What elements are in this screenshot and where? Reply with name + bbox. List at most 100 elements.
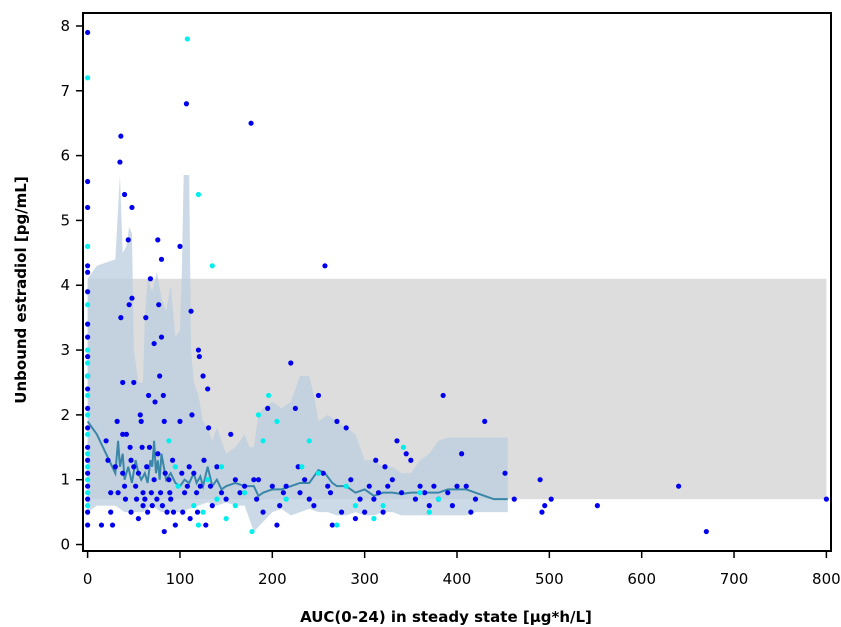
data-point-cyan <box>380 503 386 509</box>
data-point-blue <box>472 496 479 502</box>
data-point-blue <box>223 496 229 502</box>
data-point-blue <box>177 418 183 424</box>
data-point-cyan <box>85 360 91 366</box>
confidence-band <box>87 175 508 532</box>
data-point-cyan <box>85 75 91 81</box>
data-point-blue <box>205 386 211 392</box>
data-point-blue <box>145 392 152 399</box>
data-point-blue <box>121 191 128 198</box>
data-point-blue <box>158 256 165 262</box>
data-point-cyan <box>85 373 91 379</box>
data-point-blue <box>183 101 190 107</box>
data-point-blue <box>108 509 114 515</box>
data-point-blue <box>412 496 419 502</box>
data-point-cyan <box>255 412 262 418</box>
data-point-blue <box>334 418 340 424</box>
data-point-blue <box>85 496 91 502</box>
data-point-blue <box>158 334 165 340</box>
data-point-blue <box>459 451 465 457</box>
data-point-cyan <box>315 470 322 476</box>
data-point-blue <box>197 483 203 489</box>
data-point-blue <box>122 496 129 502</box>
data-point-cyan <box>417 490 423 496</box>
data-point-blue <box>169 457 176 463</box>
data-point-cyan <box>352 503 359 509</box>
data-point-blue <box>85 386 91 392</box>
data-point-blue <box>375 490 382 496</box>
data-point-blue <box>362 509 368 515</box>
data-point-blue <box>85 269 91 275</box>
data-point-blue <box>380 509 386 515</box>
data-point-blue <box>195 347 202 353</box>
data-point-blue <box>112 464 118 470</box>
data-point-cyan <box>166 438 172 444</box>
y-tick-label: 4 <box>60 276 70 294</box>
data-point-blue <box>329 522 335 528</box>
data-point-blue <box>108 490 114 496</box>
data-point-blue <box>288 360 294 366</box>
data-point-blue <box>133 483 139 489</box>
y-tick-label: 2 <box>60 406 70 424</box>
data-point-blue <box>283 483 289 489</box>
data-point-blue <box>120 379 126 386</box>
data-point-cyan <box>343 483 349 489</box>
data-point-cyan <box>223 515 229 522</box>
data-point-blue <box>306 496 312 502</box>
data-point-cyan <box>85 451 91 457</box>
data-point-cyan <box>249 528 255 535</box>
data-point-blue <box>129 204 135 211</box>
data-point-cyan <box>232 503 238 509</box>
data-point-blue <box>537 477 543 483</box>
data-point-cyan <box>85 392 91 399</box>
data-point-blue <box>539 509 545 515</box>
data-point-blue <box>445 490 451 496</box>
data-point-blue <box>125 237 131 243</box>
data-point-blue <box>214 464 220 470</box>
data-point-blue <box>502 470 508 476</box>
data-point-blue <box>357 496 363 502</box>
data-point-blue <box>157 490 164 496</box>
data-point-blue <box>482 418 488 424</box>
data-point-blue <box>322 263 328 269</box>
data-point-cyan <box>85 490 91 496</box>
data-point-blue <box>251 477 257 483</box>
data-point-blue <box>131 464 137 470</box>
data-point-cyan <box>85 412 91 418</box>
data-point-blue <box>180 509 186 515</box>
y-axis-label: Unbound estradiol [pg/mL] <box>12 176 30 403</box>
data-point-cyan <box>274 418 280 424</box>
data-point-blue <box>348 477 354 483</box>
data-point-blue <box>463 483 469 489</box>
data-point-blue <box>315 392 322 399</box>
data-point-cyan <box>85 431 91 437</box>
data-point-blue <box>431 483 437 489</box>
data-point-blue <box>115 490 121 496</box>
data-point-blue <box>168 496 174 502</box>
data-point-blue <box>85 353 91 360</box>
data-point-blue <box>248 120 254 126</box>
data-point-cyan <box>260 438 266 444</box>
x-tick-label: 800 <box>812 570 841 588</box>
data-point-blue <box>352 515 359 522</box>
data-point-blue <box>209 503 215 509</box>
x-tick-label: 300 <box>350 570 379 588</box>
data-point-cyan <box>218 464 225 470</box>
data-point-cyan <box>371 515 377 522</box>
x-axis-label: AUC(0-24) in steady state [µg*h/L] <box>300 608 592 626</box>
data-point-cyan <box>85 503 91 509</box>
data-point-blue <box>138 418 144 424</box>
data-point-blue <box>389 477 395 483</box>
data-point-blue <box>85 405 91 411</box>
data-point-blue <box>151 340 157 347</box>
data-point-blue <box>161 418 167 424</box>
data-point-blue <box>373 457 379 463</box>
data-point-blue <box>140 503 146 509</box>
data-point-blue <box>201 457 207 463</box>
data-point-cyan <box>85 243 91 249</box>
data-point-blue <box>338 509 345 515</box>
data-point-blue <box>129 295 135 301</box>
data-point-blue <box>449 503 455 509</box>
data-point-cyan <box>85 464 91 470</box>
x-axis: 0 100 200 300 400 500 600 700 800 <box>83 551 841 588</box>
